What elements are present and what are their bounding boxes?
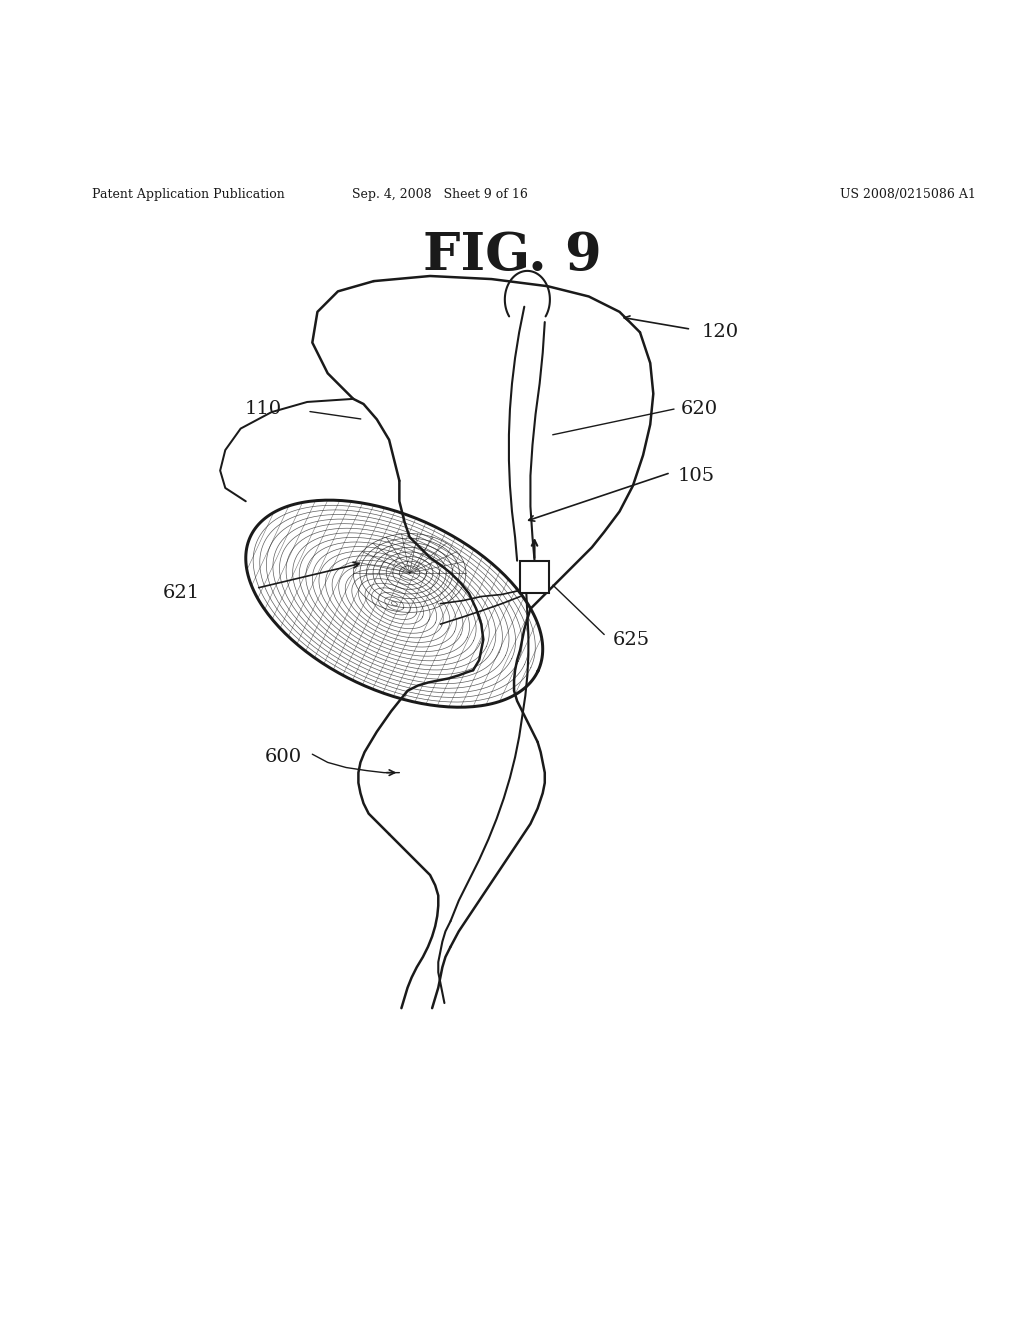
Text: 625: 625 — [612, 631, 649, 648]
Text: FIG. 9: FIG. 9 — [423, 230, 601, 281]
Text: US 2008/0215086 A1: US 2008/0215086 A1 — [840, 187, 976, 201]
Text: 600: 600 — [265, 748, 302, 767]
Text: 620: 620 — [681, 400, 718, 418]
Text: Sep. 4, 2008   Sheet 9 of 16: Sep. 4, 2008 Sheet 9 of 16 — [352, 187, 528, 201]
Text: 105: 105 — [678, 467, 715, 484]
Text: 110: 110 — [245, 400, 282, 418]
Text: 621: 621 — [163, 585, 200, 602]
Bar — [520, 561, 549, 594]
Text: Patent Application Publication: Patent Application Publication — [92, 187, 285, 201]
Text: 120: 120 — [701, 323, 738, 342]
